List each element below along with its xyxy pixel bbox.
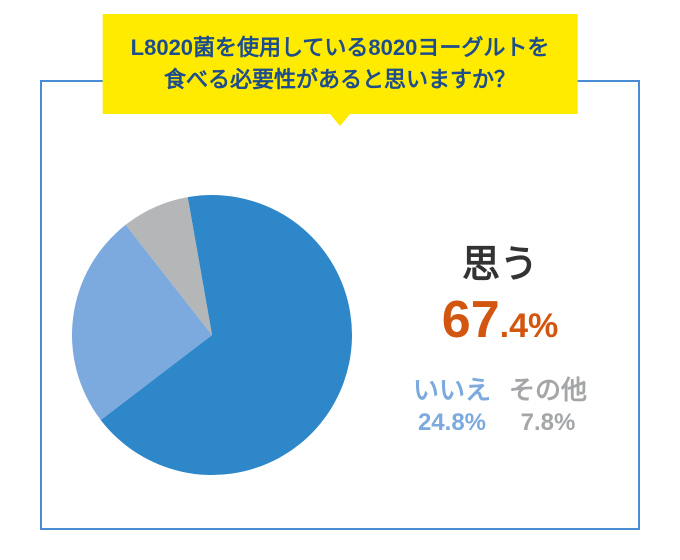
question-line2: 食べる必要性があると思いますか？ xyxy=(164,67,516,92)
legend-main-pct-small: .4% xyxy=(500,307,559,345)
content-row: 思う 67.4% いいえ 24.8% その他 7.8% xyxy=(42,82,638,528)
legend: 思う 67.4% いいえ 24.8% その他 7.8% xyxy=(352,233,608,437)
legend-sub-pct: 24.8% xyxy=(413,409,491,437)
legend-sub-label: その他 xyxy=(509,370,587,407)
legend-sub-row: いいえ 24.8% その他 7.8% xyxy=(392,370,608,437)
legend-sub-label: いいえ xyxy=(413,370,491,407)
legend-main-pct: 67.4% xyxy=(392,290,608,350)
legend-sub-item: いいえ 24.8% xyxy=(413,370,491,437)
pie-chart xyxy=(72,195,352,475)
legend-sub-pct: 7.8% xyxy=(509,409,587,437)
legend-main-label: 思う xyxy=(392,233,608,288)
banner-arrow-icon xyxy=(325,108,355,126)
chart-container: 思う 67.4% いいえ 24.8% その他 7.8% xyxy=(40,80,640,530)
legend-sub-item: その他 7.8% xyxy=(509,370,587,437)
question-line1: L8020菌を使用している8020ヨーグルトを xyxy=(131,35,550,60)
question-banner: L8020菌を使用している8020ヨーグルトを 食べる必要性があると思いますか？ xyxy=(103,14,578,114)
legend-main-pct-big: 67 xyxy=(442,291,500,349)
